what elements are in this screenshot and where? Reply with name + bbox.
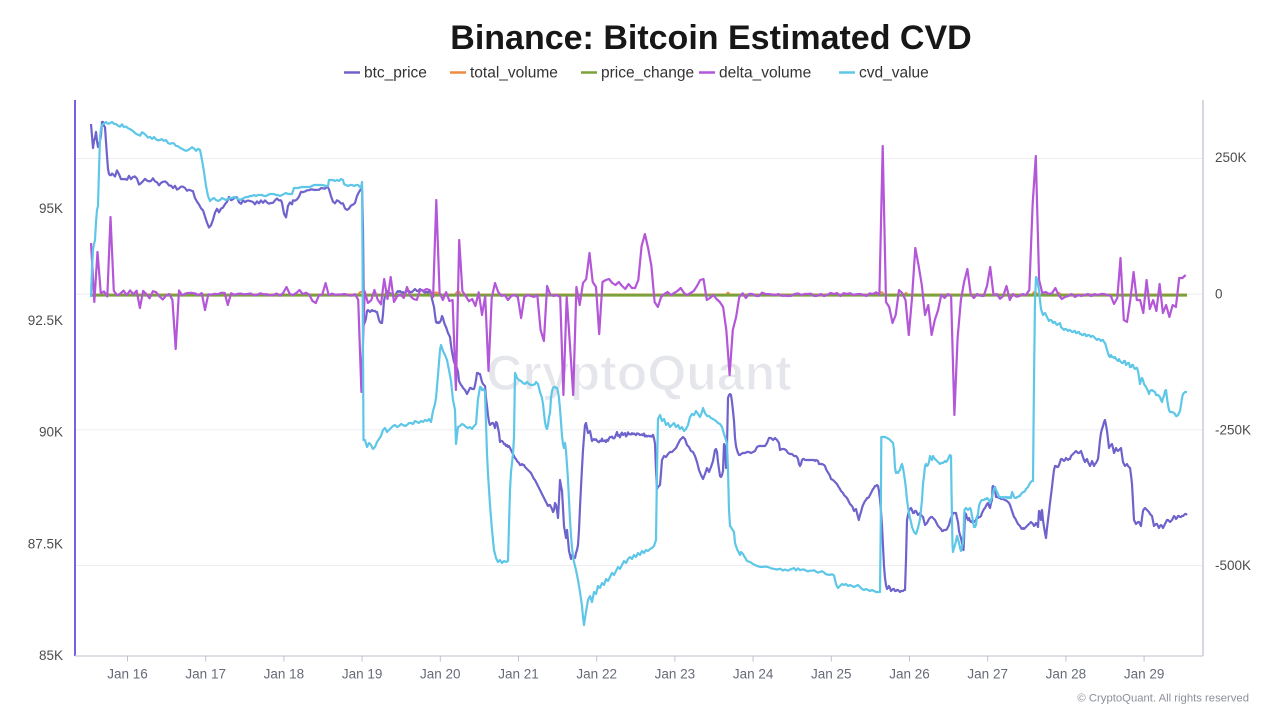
svg-text:-500K: -500K bbox=[1215, 558, 1251, 573]
svg-text:Jan 18: Jan 18 bbox=[264, 667, 305, 682]
svg-text:Jan 21: Jan 21 bbox=[498, 667, 539, 682]
svg-text:95K: 95K bbox=[39, 201, 63, 216]
svg-text:Jan 22: Jan 22 bbox=[576, 667, 617, 682]
svg-text:Jan 25: Jan 25 bbox=[811, 667, 852, 682]
svg-text:Jan 17: Jan 17 bbox=[185, 667, 226, 682]
svg-text:87.5K: 87.5K bbox=[28, 537, 63, 552]
svg-text:price_change: price_change bbox=[601, 65, 694, 82]
svg-text:Jan 16: Jan 16 bbox=[107, 667, 148, 682]
svg-text:cvd_value: cvd_value bbox=[859, 65, 929, 82]
svg-text:Jan 26: Jan 26 bbox=[889, 667, 930, 682]
svg-text:85K: 85K bbox=[39, 648, 63, 663]
svg-text:delta_volume: delta_volume bbox=[719, 65, 811, 82]
svg-text:250K: 250K bbox=[1215, 150, 1247, 165]
svg-text:© CryptoQuant. All rights rese: © CryptoQuant. All rights reserved bbox=[1077, 693, 1249, 705]
svg-text:Jan 29: Jan 29 bbox=[1124, 667, 1165, 682]
svg-text:Binance: Bitcoin Estimated CVD: Binance: Bitcoin Estimated CVD bbox=[450, 19, 971, 57]
svg-text:Jan 27: Jan 27 bbox=[967, 667, 1008, 682]
svg-text:92.5K: 92.5K bbox=[28, 313, 63, 328]
svg-text:Jan 20: Jan 20 bbox=[420, 667, 461, 682]
svg-text:0: 0 bbox=[1215, 286, 1223, 301]
svg-text:Jan 23: Jan 23 bbox=[655, 667, 696, 682]
svg-text:btc_price: btc_price bbox=[364, 65, 427, 82]
svg-text:total_volume: total_volume bbox=[470, 65, 558, 82]
svg-text:CryptoQuant: CryptoQuant bbox=[486, 345, 792, 401]
svg-text:Jan 28: Jan 28 bbox=[1046, 667, 1087, 682]
svg-text:Jan 24: Jan 24 bbox=[733, 667, 774, 682]
svg-text:-250K: -250K bbox=[1215, 423, 1251, 438]
svg-text:Jan 19: Jan 19 bbox=[342, 667, 383, 682]
svg-text:90K: 90K bbox=[39, 425, 63, 440]
